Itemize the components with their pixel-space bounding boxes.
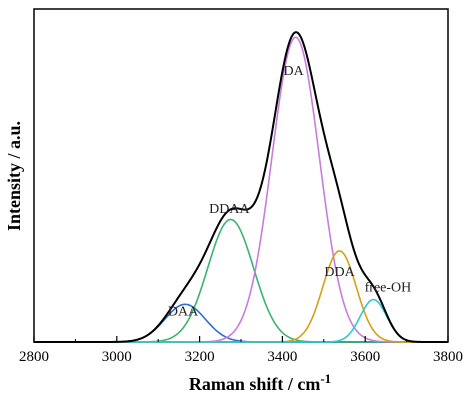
curves-layer — [34, 31, 448, 343]
peak-label-ddaa: DDAA — [209, 202, 250, 217]
x-tick-label: 2800 — [19, 349, 49, 365]
x-axis-title-exponent: -1 — [320, 371, 331, 386]
peak-curve-daa — [34, 303, 448, 343]
peak-curve-dda — [34, 250, 448, 343]
peak-label-da: DA — [283, 64, 304, 79]
x-tick-label: 3600 — [350, 349, 380, 365]
envelope-curve — [34, 31, 448, 343]
x-tick-label: 3200 — [185, 349, 215, 365]
peak-curve-da — [34, 36, 448, 343]
peak-label-dda: DDA — [324, 265, 355, 280]
peak-label-free-oh: free-OH — [365, 281, 412, 296]
x-axis-title: Raman shift / cm-1 — [189, 371, 331, 394]
peak-labels-layer: DAA DDAA DA DDA free-OH — [168, 64, 411, 319]
x-tick-label: 3800 — [433, 349, 463, 365]
y-axis-title: Intensity / a.u. — [4, 121, 24, 231]
x-tick-label: 3400 — [267, 349, 297, 365]
x-tick-label: 3000 — [102, 349, 132, 365]
ticks-layer: 2800 3000 3200 3400 3600 3800 — [19, 336, 463, 365]
peak-label-daa: DAA — [168, 304, 199, 319]
x-axis-title-text: Raman shift / cm — [189, 374, 321, 394]
